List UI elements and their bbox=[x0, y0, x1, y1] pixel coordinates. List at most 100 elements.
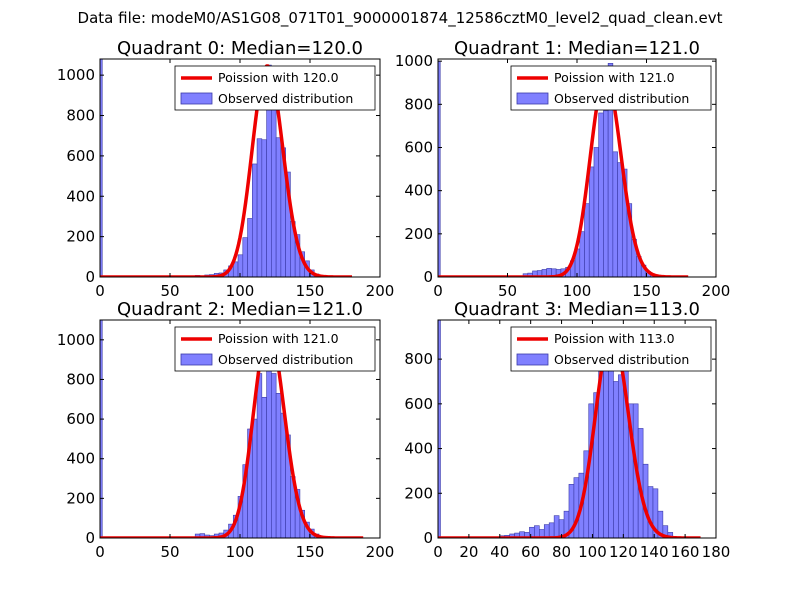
figure-suptitle: Data file: modeM0/AS1G08_071T01_90000018… bbox=[77, 9, 723, 27]
legend-line-label: Poission with 121.0 bbox=[218, 331, 339, 346]
legend-bar-swatch bbox=[516, 353, 549, 366]
chart-title: Quadrant 0: Median=120.0 bbox=[117, 38, 363, 59]
histogram-bar bbox=[603, 347, 609, 538]
x-tick-label: 100 bbox=[226, 282, 255, 300]
y-tick-label: 400 bbox=[66, 187, 95, 205]
x-tick-label: 180 bbox=[702, 543, 731, 561]
histogram-bar bbox=[613, 381, 619, 538]
x-tick-label: 150 bbox=[296, 543, 325, 561]
y-tick-label: 0 bbox=[85, 529, 95, 547]
x-tick-label: 100 bbox=[578, 543, 607, 561]
x-tick-label: 0 bbox=[95, 282, 105, 300]
histogram-bar bbox=[612, 151, 618, 277]
poisson-curve bbox=[438, 331, 701, 538]
histogram-bar bbox=[252, 163, 258, 277]
y-tick-label: 0 bbox=[423, 268, 433, 286]
histogram-bar bbox=[543, 524, 550, 538]
x-tick-label: 50 bbox=[160, 282, 179, 300]
poisson-curve bbox=[100, 329, 364, 538]
legend-bar-label: Observed distribution bbox=[554, 352, 689, 367]
x-tick-label: 140 bbox=[640, 543, 669, 561]
x-tick-label: 40 bbox=[490, 543, 509, 561]
y-tick-label: 600 bbox=[404, 395, 433, 413]
histogram-bar bbox=[618, 374, 624, 538]
histogram-bar bbox=[100, 59, 103, 277]
x-tick-label: 100 bbox=[226, 543, 255, 561]
histogram-bar bbox=[256, 373, 263, 538]
legend: Poission with 121.0 Observed distribution bbox=[174, 326, 376, 372]
y-tick-label: 200 bbox=[404, 225, 433, 243]
axes-frame bbox=[437, 319, 717, 539]
legend-line-label: Poission with 113.0 bbox=[554, 331, 675, 346]
histogram-bar bbox=[534, 525, 540, 538]
x-tick-label: 200 bbox=[702, 282, 731, 300]
legend-bar-swatch bbox=[180, 353, 213, 366]
chart-panel-2: 0 50 100 150 200 0 200 400 600 800 1000 Quadrant 2:… bbox=[57, 299, 395, 561]
y-tick-label: 200 bbox=[66, 489, 95, 507]
histogram-bar bbox=[438, 320, 441, 538]
x-tick-label: 120 bbox=[609, 543, 638, 561]
histogram-bar bbox=[584, 203, 590, 277]
histogram-bar bbox=[548, 522, 555, 538]
y-tick-label: 1000 bbox=[395, 52, 433, 70]
histogram-bar bbox=[593, 147, 599, 277]
y-tick-label: 0 bbox=[85, 268, 95, 286]
y-tick-label: 600 bbox=[66, 410, 95, 428]
x-tick-label: 200 bbox=[366, 282, 395, 300]
legend-bar-swatch bbox=[516, 92, 549, 105]
y-tick-label: 800 bbox=[66, 107, 95, 125]
histogram-bar bbox=[617, 162, 623, 277]
x-tick-label: 50 bbox=[498, 282, 517, 300]
histogram-bar bbox=[588, 166, 595, 277]
y-tick-label: 400 bbox=[404, 440, 433, 458]
histogram-bar bbox=[271, 99, 277, 277]
chart-panel-1: 0 50 100 150 200 0 200 400 600 800 1000 Quadrant 1:… bbox=[395, 38, 731, 300]
chart-title: Quadrant 2: Median=121.0 bbox=[117, 299, 363, 320]
x-tick-label: 50 bbox=[160, 543, 179, 561]
histogram-bar bbox=[603, 110, 609, 277]
y-tick-label: 800 bbox=[404, 350, 433, 368]
x-tick-label: 200 bbox=[366, 543, 395, 561]
histogram-bar bbox=[261, 396, 267, 538]
y-tick-label: 800 bbox=[66, 370, 95, 388]
y-tick-label: 600 bbox=[66, 147, 95, 165]
histogram-bar bbox=[280, 412, 286, 538]
histogram-bar bbox=[573, 477, 580, 538]
histogram-bar bbox=[598, 112, 604, 277]
legend-bar-label: Observed distribution bbox=[218, 352, 353, 367]
histogram-bar bbox=[608, 345, 614, 538]
histogram-bar bbox=[647, 486, 654, 538]
x-tick-label: 60 bbox=[521, 543, 540, 561]
x-tick-label: 100 bbox=[563, 282, 592, 300]
legend: Poission with 121.0 Observed distribution bbox=[510, 65, 712, 111]
chart-panel-3: 0 20 40 60 80 100 120 140 160 180 0 200 400 600 800 Qua… bbox=[404, 299, 730, 561]
legend: Poission with 113.0 Observed distribution bbox=[510, 326, 712, 372]
y-tick-label: 800 bbox=[404, 95, 433, 113]
x-tick-label: 80 bbox=[552, 543, 571, 561]
legend-line-label: Poission with 121.0 bbox=[554, 70, 675, 85]
histogram-bar bbox=[271, 373, 277, 538]
x-tick-label: 0 bbox=[433, 282, 443, 300]
y-tick-label: 400 bbox=[404, 182, 433, 200]
legend-bar-swatch bbox=[180, 92, 213, 105]
poisson-curve bbox=[438, 74, 689, 277]
chart-panel-0: 0 50 100 150 200 0 200 400 600 800 1000 Quadrant 0:… bbox=[57, 38, 395, 300]
y-tick-label: 200 bbox=[404, 484, 433, 502]
chart-title: Quadrant 1: Median=121.0 bbox=[454, 38, 700, 59]
histogram-bar bbox=[256, 138, 263, 277]
x-tick-label: 0 bbox=[95, 543, 105, 561]
x-tick-label: 20 bbox=[459, 543, 478, 561]
histogram-bar bbox=[247, 218, 253, 277]
histogram-bar bbox=[275, 393, 282, 538]
x-tick-label: 160 bbox=[671, 543, 700, 561]
legend-line-label: Poission with 120.0 bbox=[218, 70, 339, 85]
legend-bar-label: Observed distribution bbox=[554, 91, 689, 106]
y-tick-label: 1000 bbox=[57, 331, 95, 349]
histogram-bar bbox=[579, 231, 585, 277]
x-tick-label: 150 bbox=[296, 282, 325, 300]
histogram-bars bbox=[100, 320, 320, 538]
x-tick-label: 0 bbox=[433, 543, 443, 561]
y-tick-label: 400 bbox=[66, 450, 95, 468]
